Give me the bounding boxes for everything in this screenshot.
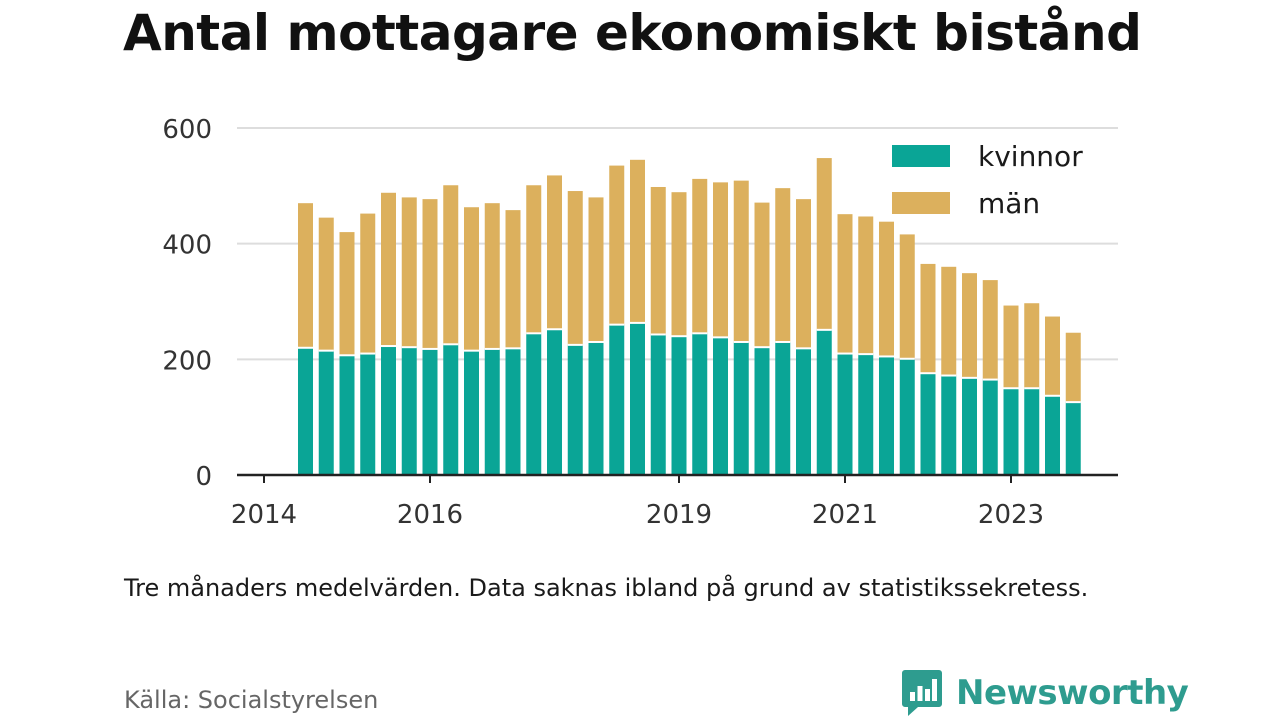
bar-man — [650, 186, 666, 335]
bar-man — [360, 213, 376, 354]
bar-man — [858, 216, 874, 355]
bar-kvinnor — [899, 358, 915, 475]
bar-man — [754, 202, 770, 348]
bar-man — [1065, 332, 1081, 403]
bar-kvinnor — [1065, 402, 1081, 475]
bar-kvinnor — [1003, 388, 1019, 475]
bar-kvinnor — [671, 336, 687, 475]
bar-chart-speech-bubble-icon — [902, 670, 942, 716]
bar-man — [381, 192, 396, 347]
bar-man — [713, 182, 728, 338]
bar-man — [609, 165, 625, 325]
bar-man — [464, 207, 479, 351]
bar-man — [1024, 303, 1040, 389]
bar-man — [526, 185, 542, 334]
bar-kvinnor — [1024, 388, 1040, 475]
legend-swatch-kvinnor — [892, 145, 950, 167]
bar-man — [1045, 316, 1060, 396]
bar-kvinnor — [796, 348, 811, 475]
bar-man — [733, 180, 749, 342]
bar-kvinnor — [982, 379, 998, 475]
bar-kvinnor — [505, 348, 521, 475]
bar-man — [816, 158, 832, 330]
bar-kvinnor — [422, 348, 438, 475]
bar-man — [941, 266, 957, 376]
bar-man — [484, 203, 500, 349]
bar-kvinnor — [630, 322, 645, 475]
bar-man — [1003, 305, 1019, 389]
bar-man — [982, 280, 998, 380]
chart-title: Antal mottagare ekonomiskt bistånd — [123, 4, 1142, 62]
bar-kvinnor — [360, 353, 376, 475]
bar-kvinnor — [401, 347, 417, 475]
bar-man — [796, 199, 811, 349]
bar-kvinnor — [443, 344, 459, 475]
bar-kvinnor — [464, 350, 479, 475]
legend-label-man: män — [978, 187, 1040, 220]
y-tick-label: 0 — [195, 462, 212, 492]
legend-swatch-man — [892, 192, 950, 214]
bar-man — [443, 185, 459, 345]
x-tick-label: 2014 — [231, 500, 297, 530]
bar-kvinnor — [962, 377, 977, 475]
x-tick-label: 2019 — [646, 500, 712, 530]
bar-man — [879, 221, 894, 357]
bar-kvinnor — [567, 344, 583, 475]
bar-kvinnor — [588, 341, 604, 475]
bar-kvinnor — [526, 333, 542, 475]
bar-kvinnor — [733, 341, 749, 475]
bar-man — [962, 273, 977, 378]
newsworthy-logo[interactable]: Newsworthy — [900, 668, 1189, 718]
bar-kvinnor — [837, 353, 853, 475]
bar-kvinnor — [858, 354, 874, 475]
bar-kvinnor — [318, 350, 334, 475]
bar-man — [422, 199, 438, 349]
legend-label-kvinnor: kvinnor — [978, 140, 1083, 173]
bar-kvinnor — [339, 355, 355, 475]
bar-kvinnor — [816, 329, 832, 475]
bar-kvinnor — [713, 337, 728, 475]
bar-man — [671, 192, 687, 337]
bar-kvinnor — [692, 333, 708, 475]
bar-man — [401, 197, 417, 348]
brand-name: Newsworthy — [956, 673, 1189, 713]
x-tick-label: 2016 — [397, 500, 463, 530]
bar-kvinnor — [1045, 395, 1060, 475]
y-tick-label: 600 — [162, 115, 212, 145]
bar-kvinnor — [547, 329, 562, 475]
bar-kvinnor — [775, 341, 791, 475]
bar-man — [692, 178, 708, 334]
bar-kvinnor — [920, 373, 936, 475]
bar-man — [837, 214, 853, 354]
bar-man — [318, 217, 334, 351]
bar-man — [298, 203, 313, 348]
bar-man — [588, 197, 604, 342]
chart-note: Tre månaders medelvärden. Data saknas ib… — [124, 574, 1089, 602]
bar-kvinnor — [381, 346, 396, 475]
bar-kvinnor — [879, 356, 894, 475]
bar-kvinnor — [298, 347, 313, 475]
source-label: Källa: Socialstyrelsen — [124, 686, 379, 714]
bar-kvinnor — [609, 324, 625, 475]
y-tick-label: 400 — [162, 231, 212, 261]
bar-kvinnor — [754, 347, 770, 475]
x-tick-label: 2023 — [978, 500, 1044, 530]
bar-man — [339, 232, 355, 356]
bar-man — [775, 188, 791, 342]
y-tick-label: 200 — [162, 346, 212, 376]
bar-man — [630, 159, 645, 323]
bar-man — [899, 234, 915, 359]
bar-kvinnor — [484, 348, 500, 475]
bar-kvinnor — [941, 375, 957, 475]
bar-man — [547, 175, 562, 330]
bar-man — [920, 263, 936, 374]
bar-man — [505, 210, 521, 349]
bar-man — [567, 191, 583, 345]
bar-kvinnor — [650, 334, 666, 475]
x-tick-label: 2021 — [812, 500, 878, 530]
